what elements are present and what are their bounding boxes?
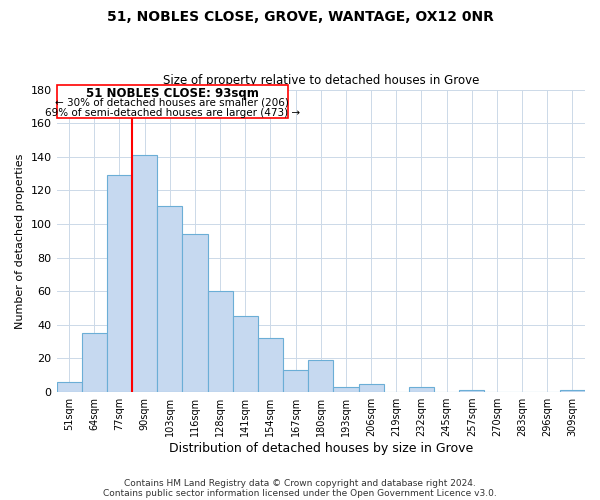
Y-axis label: Number of detached properties: Number of detached properties: [15, 153, 25, 328]
Text: ← 30% of detached houses are smaller (206): ← 30% of detached houses are smaller (20…: [55, 98, 289, 108]
Bar: [56, 382, 82, 392]
Text: Contains public sector information licensed under the Open Government Licence v3: Contains public sector information licen…: [103, 488, 497, 498]
Bar: [308, 360, 334, 392]
Text: 51 NOBLES CLOSE: 93sqm: 51 NOBLES CLOSE: 93sqm: [86, 87, 259, 100]
Bar: [258, 338, 283, 392]
Bar: [132, 155, 157, 392]
Bar: [283, 370, 308, 392]
Bar: [82, 334, 107, 392]
Text: 69% of semi-detached houses are larger (473) →: 69% of semi-detached houses are larger (…: [45, 108, 300, 118]
Text: Contains HM Land Registry data © Crown copyright and database right 2024.: Contains HM Land Registry data © Crown c…: [124, 478, 476, 488]
Bar: [334, 387, 359, 392]
X-axis label: Distribution of detached houses by size in Grove: Distribution of detached houses by size …: [169, 442, 473, 455]
Bar: [182, 234, 208, 392]
Bar: [459, 390, 484, 392]
Bar: [107, 176, 132, 392]
Title: Size of property relative to detached houses in Grove: Size of property relative to detached ho…: [163, 74, 479, 87]
FancyBboxPatch shape: [56, 84, 288, 118]
Bar: [157, 206, 182, 392]
Bar: [359, 384, 383, 392]
Text: 51, NOBLES CLOSE, GROVE, WANTAGE, OX12 0NR: 51, NOBLES CLOSE, GROVE, WANTAGE, OX12 0…: [107, 10, 493, 24]
Bar: [409, 387, 434, 392]
Bar: [208, 291, 233, 392]
Bar: [233, 316, 258, 392]
Bar: [560, 390, 585, 392]
